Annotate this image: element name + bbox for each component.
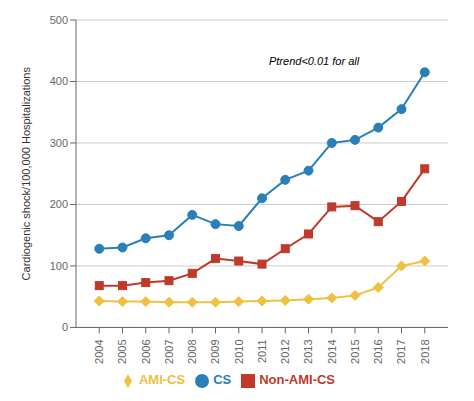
- svg-text:2010: 2010: [233, 339, 245, 363]
- svg-text:2007: 2007: [163, 339, 175, 363]
- svg-text:Cardiogenic shock/100,000 Hosp: Cardiogenic shock/100,000 Hospitalizatio…: [20, 67, 32, 281]
- svg-text:2017: 2017: [395, 339, 407, 363]
- svg-text:400: 400: [50, 75, 68, 87]
- svg-text:2009: 2009: [209, 339, 221, 363]
- svg-text:2016: 2016: [372, 339, 384, 363]
- html-text:Non-AMI-CS: Non-AMI-CS: [259, 372, 335, 388]
- svg-text:2006: 2006: [140, 339, 152, 363]
- svg-text:2008: 2008: [186, 339, 198, 363]
- svg-text:100: 100: [50, 260, 68, 272]
- svg-text:2005: 2005: [116, 339, 128, 363]
- svg-text:2011: 2011: [256, 339, 268, 363]
- svg-text:500: 500: [50, 14, 68, 26]
- svg-text:2012: 2012: [279, 339, 291, 363]
- svg-text:2015: 2015: [349, 339, 361, 363]
- svg-text:0: 0: [62, 321, 68, 333]
- svg-text:2013: 2013: [302, 339, 314, 363]
- svg-text:200: 200: [50, 198, 68, 210]
- html-text:AMI-CS: AMI-CS: [138, 372, 186, 388]
- svg-text:300: 300: [50, 137, 68, 149]
- svg-text:2004: 2004: [93, 339, 105, 363]
- svg-text:2014: 2014: [326, 339, 338, 363]
- svg-text:2018: 2018: [419, 339, 431, 363]
- html-text:CS: CS: [213, 372, 232, 388]
- svg-text:Ptrend<0.01 for all: Ptrend<0.01 for all: [269, 55, 360, 67]
